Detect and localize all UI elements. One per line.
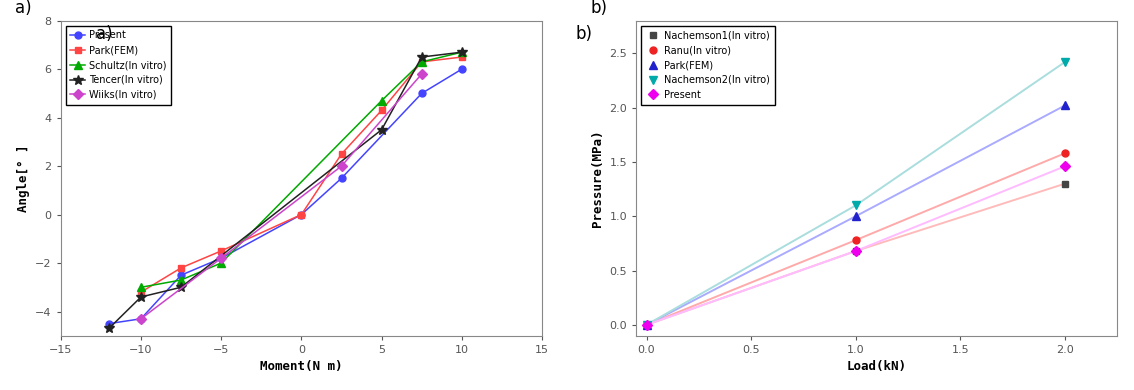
Schultz(In vitro) (214, 261, 228, 265)
Text: b): b) (576, 25, 593, 43)
Wiiks(In vitro) (134, 316, 147, 321)
X-axis label: Moment(N m): Moment(N m) (260, 360, 342, 373)
Schultz(In vitro) (134, 285, 147, 290)
Park(FEM) (134, 290, 147, 294)
Tencer(In vitro) (175, 285, 188, 290)
Ranu(In vitro) (849, 238, 863, 243)
Park(FEM) (415, 60, 429, 64)
Tencer(In vitro) (415, 55, 429, 59)
Tencer(In vitro) (134, 294, 147, 299)
Present (175, 273, 188, 278)
Park(FEM) (375, 108, 389, 113)
Line: Tencer(In vitro): Tencer(In vitro) (104, 47, 467, 333)
Ranu(In vitro) (1058, 151, 1072, 156)
Park(FEM) (849, 214, 863, 218)
Y-axis label: Angle[° ]: Angle[° ] (17, 144, 29, 212)
Line: Wiiks(In vitro): Wiiks(In vitro) (137, 71, 425, 322)
Line: Park(FEM): Park(FEM) (137, 53, 465, 296)
Schultz(In vitro) (175, 278, 188, 282)
Present (335, 176, 348, 181)
Present (214, 256, 228, 261)
Park(FEM) (214, 248, 228, 253)
Wiiks(In vitro) (415, 72, 429, 76)
Line: Present: Present (643, 163, 1068, 328)
Line: Schultz(In vitro): Schultz(In vitro) (137, 48, 466, 291)
Nachemson2(In vitro) (640, 323, 653, 327)
Tencer(In vitro) (375, 128, 389, 132)
Text: a): a) (16, 0, 32, 17)
Line: Ranu(In vitro): Ranu(In vitro) (643, 150, 1068, 328)
Tencer(In vitro) (455, 50, 468, 55)
Nachemson2(In vitro) (1058, 60, 1072, 64)
Present (1058, 164, 1072, 168)
Present (640, 323, 653, 327)
Park(FEM) (335, 152, 348, 156)
Nachemson2(In vitro) (849, 203, 863, 208)
Present (455, 67, 468, 71)
X-axis label: Load(kN): Load(kN) (847, 360, 907, 373)
Park(FEM) (175, 266, 188, 270)
Ranu(In vitro) (640, 323, 653, 327)
Present (415, 91, 429, 96)
Text: b): b) (591, 0, 608, 17)
Park(FEM) (295, 212, 308, 217)
Schultz(In vitro) (375, 98, 389, 103)
Line: Nachemson2(In vitro): Nachemson2(In vitro) (642, 58, 1069, 329)
Schultz(In vitro) (455, 50, 468, 55)
Present (134, 316, 147, 321)
Nachemson1(In vitro) (640, 323, 653, 327)
Legend: Nachemson1(In vitro), Ranu(In vitro), Park(FEM), Nachemson2(In vitro), Present: Nachemson1(In vitro), Ranu(In vitro), Pa… (641, 25, 775, 105)
Line: Park(FEM): Park(FEM) (642, 101, 1069, 329)
Park(FEM) (455, 55, 468, 59)
Present (849, 249, 863, 254)
Park(FEM) (1058, 103, 1072, 108)
Present (102, 321, 116, 326)
Y-axis label: Pressure(MPa): Pressure(MPa) (591, 129, 603, 227)
Legend: Present, Park(FEM), Schultz(In vitro), Tencer(In vitro), Wiiks(In vitro): Present, Park(FEM), Schultz(In vitro), T… (66, 25, 171, 105)
Nachemson1(In vitro) (849, 249, 863, 254)
Line: Nachemson1(In vitro): Nachemson1(In vitro) (643, 180, 1068, 328)
Nachemson1(In vitro) (1058, 181, 1072, 186)
Schultz(In vitro) (415, 60, 429, 64)
Tencer(In vitro) (102, 326, 116, 331)
Wiiks(In vitro) (214, 256, 228, 261)
Present (295, 212, 308, 217)
Text: a): a) (96, 25, 113, 43)
Wiiks(In vitro) (335, 164, 348, 168)
Park(FEM) (640, 323, 653, 327)
Line: Present: Present (105, 66, 465, 327)
